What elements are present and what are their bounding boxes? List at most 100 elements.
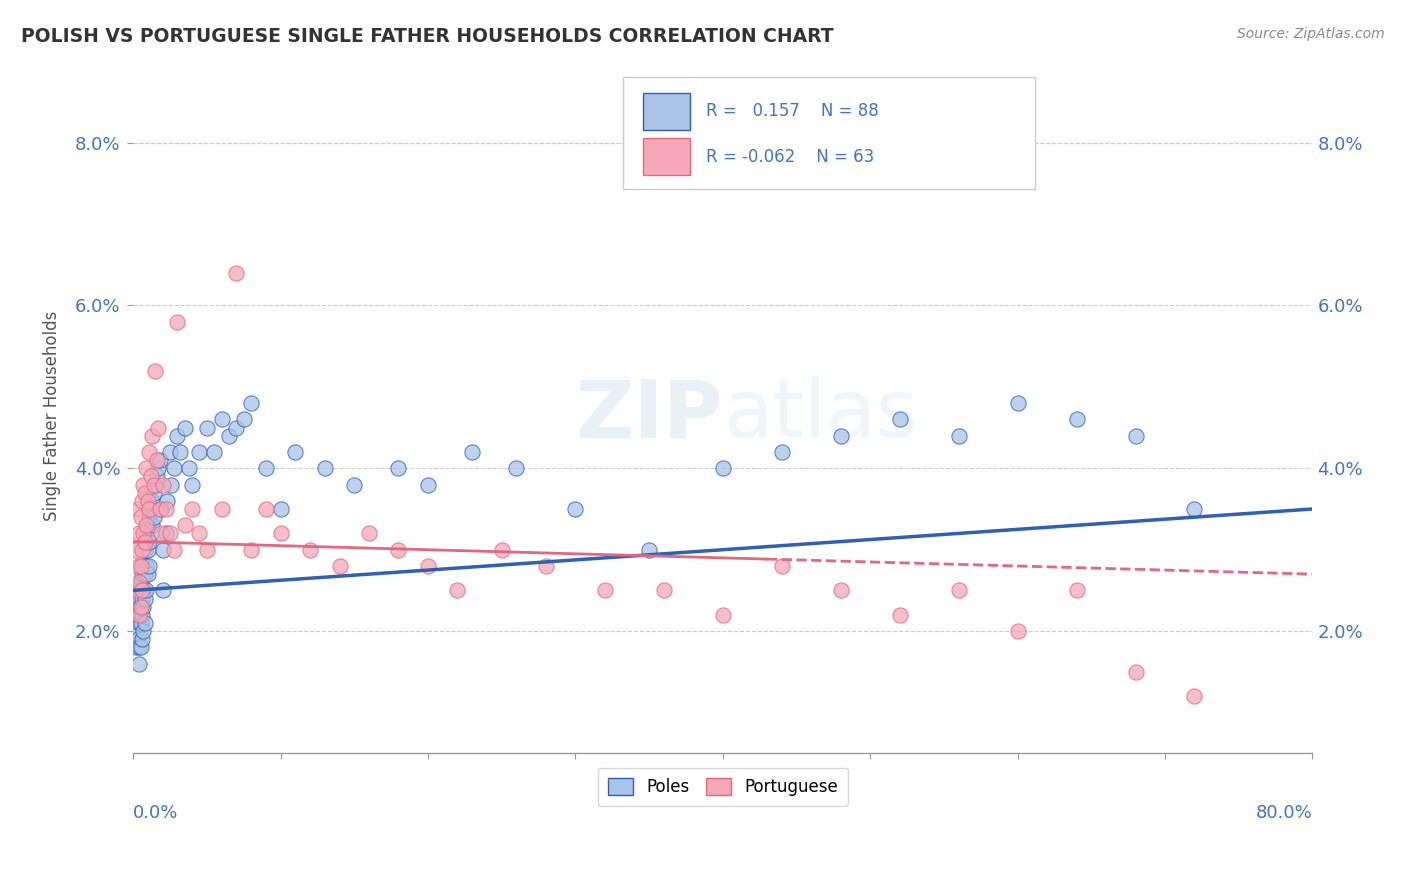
Point bbox=[142, 477, 165, 491]
Point bbox=[134, 534, 156, 549]
Point bbox=[141, 428, 163, 442]
Point bbox=[131, 591, 153, 606]
Point bbox=[125, 624, 148, 639]
Point bbox=[830, 428, 852, 442]
Point bbox=[128, 575, 150, 590]
Text: R = -0.062    N = 63: R = -0.062 N = 63 bbox=[706, 147, 875, 166]
Point bbox=[132, 477, 155, 491]
Point bbox=[155, 526, 177, 541]
Text: atlas: atlas bbox=[723, 376, 917, 454]
Point bbox=[136, 493, 159, 508]
Point bbox=[152, 583, 174, 598]
Point bbox=[284, 445, 307, 459]
Point bbox=[127, 607, 149, 622]
Point bbox=[141, 493, 163, 508]
Point bbox=[138, 559, 160, 574]
Text: R =   0.157    N = 88: R = 0.157 N = 88 bbox=[706, 103, 879, 120]
Point bbox=[134, 567, 156, 582]
Point bbox=[160, 477, 183, 491]
Point bbox=[211, 412, 233, 426]
Point bbox=[136, 567, 159, 582]
Point bbox=[136, 518, 159, 533]
Point bbox=[343, 477, 366, 491]
Point bbox=[134, 591, 156, 606]
Point bbox=[948, 428, 970, 442]
Point bbox=[1125, 428, 1147, 442]
Point bbox=[387, 542, 409, 557]
Point bbox=[652, 583, 675, 598]
Text: 0.0%: 0.0% bbox=[134, 805, 179, 822]
Point bbox=[564, 502, 586, 516]
Point bbox=[254, 461, 277, 475]
Point bbox=[125, 640, 148, 655]
Point bbox=[1066, 412, 1088, 426]
Point bbox=[889, 607, 911, 622]
Text: ZIP: ZIP bbox=[575, 376, 723, 454]
Point bbox=[139, 502, 162, 516]
Point bbox=[131, 583, 153, 598]
Point bbox=[181, 477, 204, 491]
Point bbox=[127, 632, 149, 647]
Point bbox=[225, 266, 247, 280]
Text: POLISH VS PORTUGUESE SINGLE FATHER HOUSEHOLDS CORRELATION CHART: POLISH VS PORTUGUESE SINGLE FATHER HOUSE… bbox=[21, 27, 834, 45]
Point bbox=[148, 461, 170, 475]
Bar bbox=[643, 138, 690, 176]
Bar bbox=[643, 93, 690, 130]
Point bbox=[135, 518, 157, 533]
Point bbox=[270, 502, 292, 516]
Point bbox=[138, 445, 160, 459]
Point bbox=[152, 542, 174, 557]
Point bbox=[125, 607, 148, 622]
Point bbox=[132, 624, 155, 639]
Point bbox=[124, 583, 146, 598]
Point bbox=[159, 445, 181, 459]
Point bbox=[1007, 624, 1029, 639]
Point bbox=[128, 583, 150, 598]
Point bbox=[461, 445, 484, 459]
Point bbox=[141, 518, 163, 533]
Point bbox=[132, 583, 155, 598]
Y-axis label: Single Father Households: Single Father Households bbox=[44, 310, 60, 521]
Point bbox=[132, 599, 155, 614]
Point bbox=[225, 420, 247, 434]
Point bbox=[128, 607, 150, 622]
Point bbox=[1007, 396, 1029, 410]
Point bbox=[188, 526, 211, 541]
Point bbox=[143, 363, 166, 377]
Point bbox=[169, 445, 191, 459]
Point bbox=[129, 615, 152, 630]
Point bbox=[593, 583, 616, 598]
Point bbox=[416, 477, 439, 491]
Point bbox=[135, 526, 157, 541]
Point bbox=[889, 412, 911, 426]
Point bbox=[166, 428, 188, 442]
Point bbox=[357, 526, 380, 541]
Point bbox=[211, 502, 233, 516]
Point bbox=[298, 542, 321, 557]
Point bbox=[159, 526, 181, 541]
Point bbox=[166, 315, 188, 329]
Point bbox=[1184, 502, 1206, 516]
Point bbox=[128, 526, 150, 541]
Point bbox=[127, 559, 149, 574]
Point bbox=[134, 485, 156, 500]
Point bbox=[1125, 665, 1147, 679]
Point bbox=[142, 485, 165, 500]
Point bbox=[173, 518, 195, 533]
Point bbox=[328, 559, 350, 574]
Point bbox=[139, 469, 162, 483]
Point bbox=[156, 493, 179, 508]
Point bbox=[188, 445, 211, 459]
Point bbox=[387, 461, 409, 475]
Point bbox=[240, 542, 263, 557]
Point bbox=[131, 607, 153, 622]
Point bbox=[125, 542, 148, 557]
Point bbox=[136, 542, 159, 557]
Point bbox=[155, 502, 177, 516]
Point bbox=[770, 559, 793, 574]
Point bbox=[135, 583, 157, 598]
Point bbox=[505, 461, 527, 475]
Point bbox=[135, 559, 157, 574]
Point bbox=[142, 510, 165, 524]
Point bbox=[138, 502, 160, 516]
